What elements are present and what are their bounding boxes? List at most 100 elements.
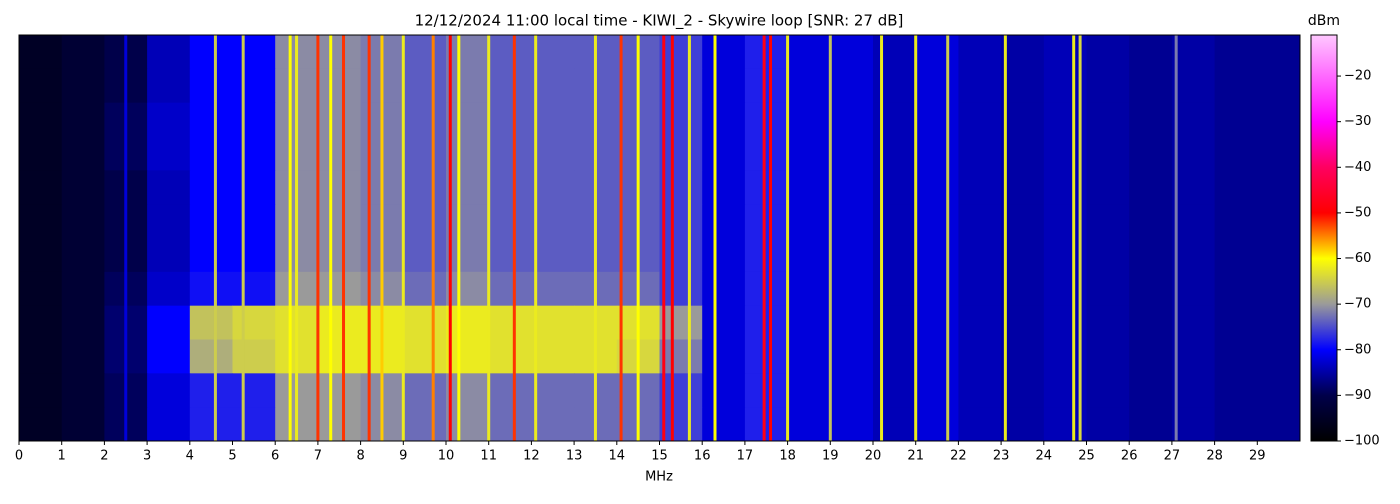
heatmap-cell bbox=[446, 170, 490, 205]
signal-line bbox=[662, 35, 666, 441]
heatmap-cell bbox=[1129, 339, 1173, 374]
heatmap-cell bbox=[744, 407, 789, 442]
heatmap-cell bbox=[702, 271, 746, 307]
heatmap-cell bbox=[317, 68, 362, 104]
heatmap-cell bbox=[488, 271, 532, 307]
heatmap-cell bbox=[702, 407, 746, 442]
heatmap-cell bbox=[1129, 407, 1173, 442]
heatmap-cell bbox=[702, 339, 746, 374]
heatmap-cell bbox=[147, 170, 191, 205]
signal-line bbox=[534, 35, 538, 441]
heatmap-cell bbox=[531, 102, 575, 137]
heatmap-cell bbox=[659, 339, 703, 374]
heatmap-cell bbox=[531, 238, 575, 273]
heatmap-cell bbox=[1086, 102, 1130, 137]
heatmap-cell bbox=[446, 204, 490, 239]
x-tick-label: 28 bbox=[1206, 449, 1223, 464]
heatmap-cell bbox=[1214, 271, 1258, 307]
x-tick-label: 8 bbox=[356, 449, 364, 464]
heatmap-cell bbox=[787, 204, 831, 239]
x-tick-label: 11 bbox=[480, 449, 497, 464]
x-tick-label: 0 bbox=[15, 449, 23, 464]
heatmap-cell bbox=[1001, 136, 1045, 171]
heatmap-cell bbox=[1001, 102, 1045, 137]
heatmap-cell bbox=[446, 407, 490, 442]
heatmap-cell bbox=[403, 170, 447, 205]
x-tick-label: 21 bbox=[907, 449, 924, 464]
x-tick-label: 29 bbox=[1249, 449, 1266, 464]
heatmap-cell bbox=[958, 339, 1002, 374]
heatmap-cell bbox=[958, 373, 1002, 408]
heatmap-cell bbox=[19, 204, 63, 239]
heatmap-cell bbox=[1086, 136, 1130, 171]
signal-line bbox=[401, 35, 405, 441]
heatmap-cell bbox=[232, 35, 276, 70]
heatmap-cell bbox=[1214, 68, 1258, 104]
heatmap-cell bbox=[446, 68, 490, 104]
colorbar-tick-label: −100 bbox=[1344, 434, 1380, 449]
heatmap-cell bbox=[787, 136, 831, 171]
heatmap-cell bbox=[147, 68, 191, 104]
heatmap-cell bbox=[147, 102, 191, 137]
heatmap-cell bbox=[1257, 407, 1301, 442]
heatmap-cell bbox=[659, 373, 703, 408]
signal-line bbox=[670, 35, 674, 441]
heatmap-cell bbox=[915, 102, 959, 137]
heatmap-cell bbox=[61, 170, 105, 205]
heatmap-cell bbox=[659, 407, 703, 442]
x-tick-label: 16 bbox=[694, 449, 711, 464]
heatmap-cell bbox=[830, 102, 874, 137]
heatmap-cell bbox=[1257, 305, 1301, 340]
heatmap-cell bbox=[787, 170, 831, 205]
heatmap-cell bbox=[531, 170, 575, 205]
signal-line bbox=[880, 35, 884, 441]
x-tick-label: 12 bbox=[523, 449, 540, 464]
plot-area bbox=[19, 35, 1301, 442]
heatmap-cell bbox=[873, 339, 917, 374]
signal-line bbox=[329, 35, 333, 441]
heatmap-cell bbox=[744, 136, 789, 171]
heatmap-cell bbox=[659, 271, 703, 307]
heatmap-cell bbox=[1257, 68, 1301, 104]
heatmap-cell bbox=[147, 373, 191, 408]
signal-line bbox=[1078, 35, 1082, 441]
heatmap-cell bbox=[446, 305, 490, 340]
heatmap-cell bbox=[446, 102, 490, 137]
heatmap-cell bbox=[488, 407, 532, 442]
signal-line bbox=[512, 35, 516, 441]
heatmap-cell bbox=[488, 136, 532, 171]
heatmap-cell bbox=[1001, 35, 1045, 70]
heatmap-cell bbox=[403, 407, 447, 442]
heatmap-cell bbox=[189, 271, 233, 307]
signal-line bbox=[124, 35, 128, 441]
heatmap-cell bbox=[232, 170, 276, 205]
heatmap-cell bbox=[1214, 204, 1258, 239]
heatmap-cell bbox=[1171, 136, 1216, 171]
heatmap-cell bbox=[488, 35, 532, 70]
heatmap-cell bbox=[1257, 35, 1301, 70]
heatmap-cell bbox=[830, 68, 874, 104]
heatmap-cell bbox=[1171, 68, 1216, 104]
heatmap-cell bbox=[19, 102, 63, 137]
signal-line bbox=[1072, 35, 1076, 441]
heatmap-cell bbox=[61, 339, 105, 374]
heatmap-cell bbox=[1257, 339, 1301, 374]
heatmap-cell bbox=[232, 305, 276, 340]
heatmap-cell bbox=[531, 271, 575, 307]
signal-line bbox=[762, 35, 766, 441]
heatmap-cell bbox=[232, 68, 276, 104]
heatmap-cell bbox=[659, 102, 703, 137]
heatmap-cell bbox=[61, 102, 105, 137]
heatmap-cell bbox=[488, 102, 532, 137]
x-tick-label: 20 bbox=[865, 449, 882, 464]
heatmap-cell bbox=[1086, 339, 1130, 374]
heatmap-cell bbox=[189, 204, 233, 239]
heatmap-cell bbox=[1129, 102, 1173, 137]
heatmap-cell bbox=[744, 238, 789, 273]
heatmap-cell bbox=[531, 305, 575, 340]
heatmap-cell bbox=[744, 373, 789, 408]
heatmap-cell bbox=[830, 136, 874, 171]
heatmap-cell bbox=[403, 204, 447, 239]
x-tick-label: 10 bbox=[438, 449, 455, 464]
heatmap-cell bbox=[830, 271, 874, 307]
